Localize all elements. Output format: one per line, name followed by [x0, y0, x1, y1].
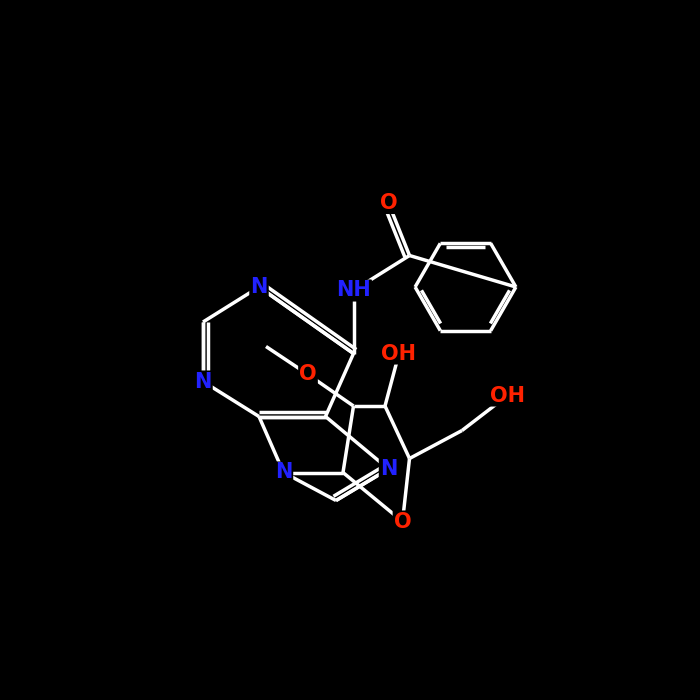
- Text: O: O: [379, 193, 398, 213]
- Text: OH: OH: [382, 344, 416, 363]
- Text: N: N: [195, 372, 211, 391]
- Text: N: N: [380, 459, 397, 479]
- Text: NH: NH: [336, 281, 371, 300]
- Text: O: O: [299, 365, 317, 384]
- Text: O: O: [393, 512, 412, 531]
- Text: OH: OH: [490, 386, 525, 405]
- Text: N: N: [275, 463, 292, 482]
- Text: N: N: [251, 277, 267, 297]
